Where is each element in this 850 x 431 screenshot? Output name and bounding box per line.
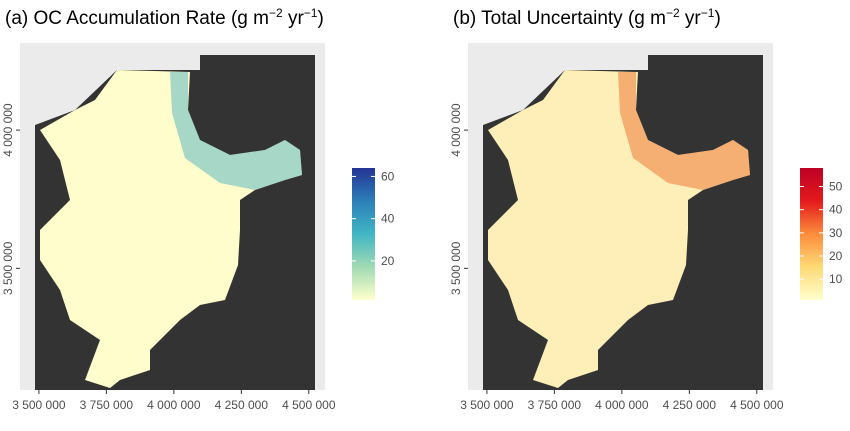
title-part: −1 bbox=[304, 6, 318, 20]
colorbar-label: 20 bbox=[829, 249, 843, 263]
x-tick-label: 4 000 000 bbox=[595, 398, 649, 412]
y-tick-label: 3 500 000 bbox=[1, 241, 15, 295]
colorbar-label: 10 bbox=[829, 272, 843, 286]
title-part: ) bbox=[714, 8, 720, 29]
title-part: yr bbox=[680, 8, 702, 29]
colorbar bbox=[800, 168, 823, 300]
x-tick-label: 3 750 000 bbox=[80, 398, 134, 412]
title-part: (a) OC Accumulation Rate bbox=[5, 8, 231, 29]
colorbar-label: 30 bbox=[829, 226, 843, 240]
x-tick-label: 4 250 000 bbox=[663, 398, 717, 412]
title-part: −1 bbox=[701, 6, 715, 20]
panel-title: (a) OC Accumulation Rate (g m−2 yr−1) bbox=[5, 6, 324, 29]
title-part: −2 bbox=[666, 6, 680, 20]
title-part: −2 bbox=[269, 6, 283, 20]
title-part: ) bbox=[317, 8, 323, 29]
title-part: (b) Total Uncertainty bbox=[453, 8, 628, 29]
x-tick-label: 3 750 000 bbox=[528, 398, 582, 412]
colorbar-label: 40 bbox=[381, 212, 395, 226]
x-tick-label: 3 500 000 bbox=[460, 398, 514, 412]
trench-band bbox=[170, 72, 302, 190]
sea bbox=[488, 70, 750, 388]
colorbar-label: 50 bbox=[829, 180, 843, 194]
x-tick-label: 4 500 000 bbox=[730, 398, 784, 412]
colorbar-label: 20 bbox=[381, 254, 395, 268]
x-tick-label: 4 250 000 bbox=[215, 398, 269, 412]
trench-band bbox=[618, 72, 750, 190]
y-tick-label: 4 000 000 bbox=[1, 103, 15, 157]
panel-title: (b) Total Uncertainty (g m−2 yr−1) bbox=[453, 6, 721, 29]
x-tick-label: 4 000 000 bbox=[147, 398, 201, 412]
title-part: (g m bbox=[231, 8, 269, 29]
y-tick-label: 3 500 000 bbox=[449, 241, 463, 295]
title-part: yr bbox=[283, 8, 305, 29]
colorbar bbox=[352, 168, 375, 300]
sea bbox=[40, 70, 302, 388]
y-tick-label: 4 000 000 bbox=[449, 103, 463, 157]
x-tick-label: 3 500 000 bbox=[12, 398, 66, 412]
colorbar-label: 60 bbox=[381, 169, 395, 183]
title-part: (g m bbox=[628, 8, 666, 29]
colorbar-label: 40 bbox=[829, 203, 843, 217]
x-tick-label: 4 500 000 bbox=[282, 398, 336, 412]
